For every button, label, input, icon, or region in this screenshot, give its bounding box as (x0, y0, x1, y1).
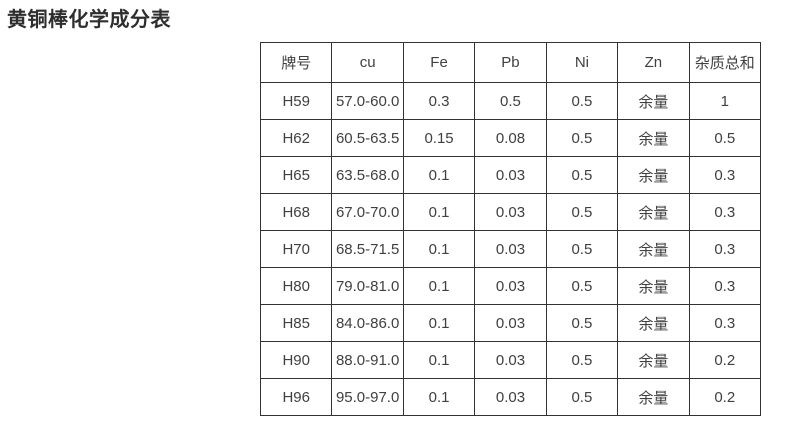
table-cell: 0.3 (688, 230, 762, 268)
table-cell: 63.5-68.0 (331, 156, 404, 194)
table-cell: 0.1 (402, 156, 476, 194)
table-row: H85 84.0-86.0 0.1 0.03 0.5 余量 0.3 (259, 304, 762, 342)
table-cell: 余量 (617, 193, 690, 231)
table-cell: 0.3 (688, 304, 762, 342)
table-cell: 0.3 (688, 267, 762, 305)
table-cell: 余量 (617, 378, 690, 416)
table-cell: 0.1 (402, 304, 476, 342)
table-cell: H62 (259, 119, 333, 157)
table-row: H62 60.5-63.5 0.15 0.08 0.5 余量 0.5 (259, 119, 762, 157)
column-header: Zn (617, 42, 690, 83)
table-cell: 余量 (617, 304, 690, 342)
table-row: H59 57.0-60.0 0.3 0.5 0.5 余量 1 (259, 82, 762, 120)
table-row: H65 63.5-68.0 0.1 0.03 0.5 余量 0.3 (259, 156, 762, 194)
table-cell: 0.03 (474, 378, 547, 416)
table-header-row: 牌号 cu Fe Pb Ni Zn 杂质总和 (259, 42, 762, 83)
table-cell: 余量 (617, 156, 690, 194)
table-cell: 0.3 (688, 156, 762, 194)
table-cell: H59 (259, 82, 333, 120)
table-cell: 57.0-60.0 (331, 82, 404, 120)
table-cell: 0.3 (402, 82, 476, 120)
table-cell: 0.03 (474, 341, 547, 379)
table-cell: 68.5-71.5 (331, 230, 404, 268)
table-cell: 0.1 (402, 193, 476, 231)
column-header: Pb (474, 42, 547, 83)
table-cell: 0.08 (474, 119, 547, 157)
table-cell: 0.5 (474, 82, 547, 120)
table-cell: 0.5 (545, 82, 619, 120)
table-cell: H65 (259, 156, 333, 194)
table-cell: 0.5 (545, 193, 619, 231)
table-cell: 0.5 (545, 119, 619, 157)
column-header: Fe (402, 42, 476, 83)
table-cell: 0.15 (402, 119, 476, 157)
table-cell: H90 (259, 341, 333, 379)
table-head: 牌号 cu Fe Pb Ni Zn 杂质总和 (259, 42, 762, 83)
table-row: H90 88.0-91.0 0.1 0.03 0.5 余量 0.2 (259, 341, 762, 379)
table-cell: 0.03 (474, 156, 547, 194)
table-cell: 0.5 (688, 119, 762, 157)
table-cell: 0.03 (474, 267, 547, 305)
table-cell: 0.1 (402, 267, 476, 305)
table-cell: 0.1 (402, 230, 476, 268)
table-cell: 0.2 (688, 341, 762, 379)
table-cell: H96 (259, 378, 333, 416)
table-cell: 1 (688, 82, 762, 120)
table-cell: 84.0-86.0 (331, 304, 404, 342)
column-header: 杂质总和 (688, 42, 762, 83)
table-row: H80 79.0-81.0 0.1 0.03 0.5 余量 0.3 (259, 267, 762, 305)
table-cell: H68 (259, 193, 333, 231)
column-header: Ni (545, 42, 619, 83)
table-body: H59 57.0-60.0 0.3 0.5 0.5 余量 1 H62 60.5-63.5 0.15… (259, 82, 762, 416)
table-cell: 0.5 (545, 230, 619, 268)
table-cell: 0.03 (474, 304, 547, 342)
page-title: 黄铜棒化学成分表 (7, 9, 171, 31)
table-cell: 0.1 (402, 341, 476, 379)
table-cell: 79.0-81.0 (331, 267, 404, 305)
table-cell: H85 (259, 304, 333, 342)
table-cell: H80 (259, 267, 333, 305)
table-cell: 67.0-70.0 (331, 193, 404, 231)
table-cell: 余量 (617, 341, 690, 379)
table-cell: 0.03 (474, 193, 547, 231)
table-cell: 0.5 (545, 156, 619, 194)
table-row: H96 95.0-97.0 0.1 0.03 0.5 余量 0.2 (259, 378, 762, 416)
column-header: 牌号 (259, 42, 333, 83)
table-cell: 0.5 (545, 267, 619, 305)
table-cell: 余量 (617, 119, 690, 157)
table-cell: 0.1 (402, 378, 476, 416)
table-cell: 余量 (617, 267, 690, 305)
table-cell: 0.2 (688, 378, 762, 416)
table-cell: 88.0-91.0 (331, 341, 404, 379)
table-cell: 0.5 (545, 378, 619, 416)
table-cell: 0.3 (688, 193, 762, 231)
table-row: H68 67.0-70.0 0.1 0.03 0.5 余量 0.3 (259, 193, 762, 231)
table-row: H70 68.5-71.5 0.1 0.03 0.5 余量 0.3 (259, 230, 762, 268)
table-cell: 0.5 (545, 341, 619, 379)
table-cell: 0.03 (474, 230, 547, 268)
table-cell: 60.5-63.5 (331, 119, 404, 157)
composition-table: 牌号 cu Fe Pb Ni Zn 杂质总和 H59 57.0-60.0 0.3 0.5 0.5 余量… (259, 42, 762, 416)
table-cell: 余量 (617, 82, 690, 120)
table-cell: H70 (259, 230, 333, 268)
table-cell: 0.5 (545, 304, 619, 342)
column-header: cu (331, 42, 404, 83)
table-cell: 余量 (617, 230, 690, 268)
table-cell: 95.0-97.0 (331, 378, 404, 416)
